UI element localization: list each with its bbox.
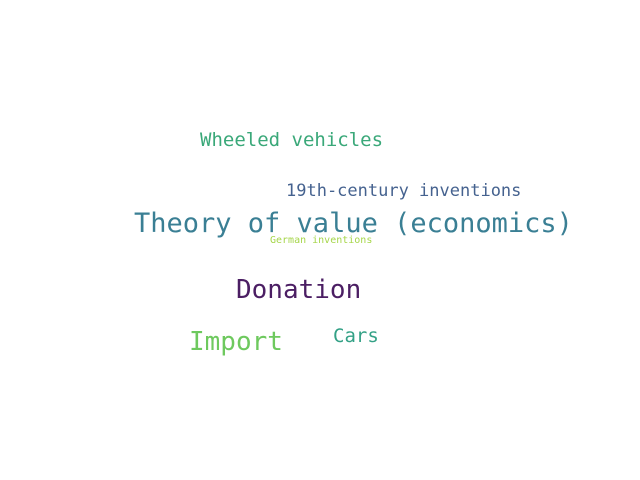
word-19th-century-inventions: 19th-century inventions (286, 181, 522, 201)
word-wheeled-vehicles: Wheeled vehicles (200, 129, 384, 151)
word-donation: Donation (236, 275, 362, 305)
word-cars: Cars (333, 325, 379, 347)
word-theory-of-value: Theory of value (economics) (134, 208, 573, 239)
word-import: Import (189, 327, 283, 357)
word-german-inventions: German inventions (270, 235, 373, 246)
